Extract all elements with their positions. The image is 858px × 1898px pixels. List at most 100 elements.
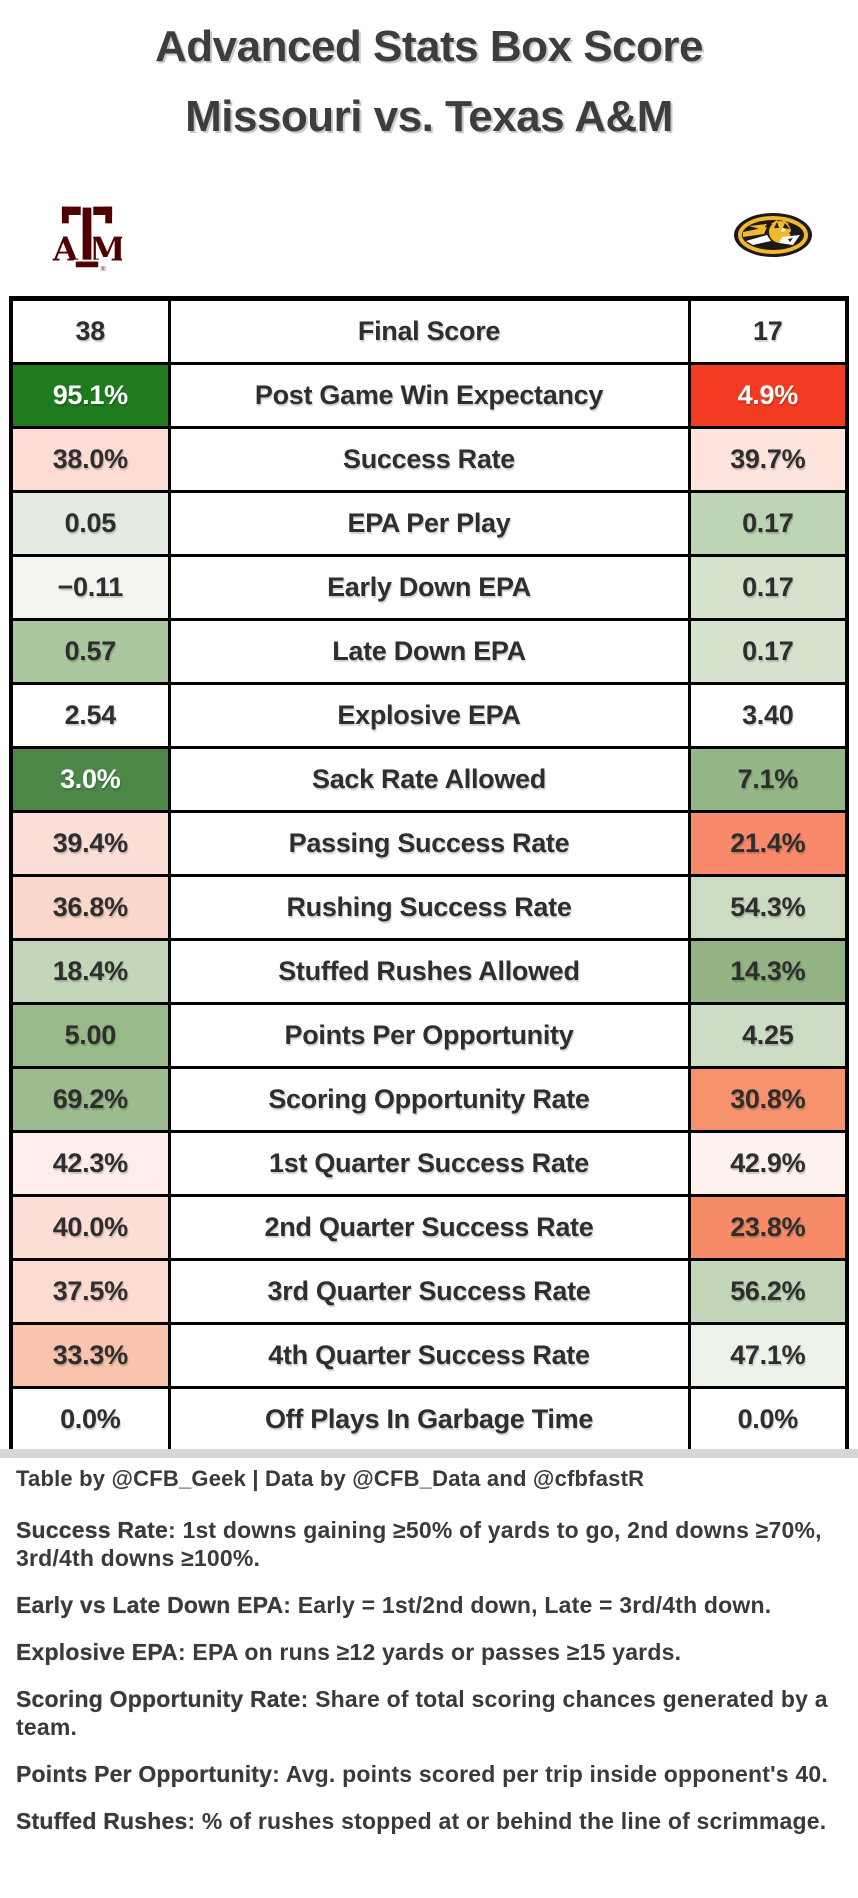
table-row: 0.0% Off Plays In Garbage Time 0.0%: [9, 1386, 849, 1454]
definition-text: : Early = 1st/2nd down, Late = 3rd/4th d…: [283, 1592, 772, 1619]
table-row: 2.54 Explosive EPA 3.40: [9, 682, 849, 749]
table-row: 3.0% Sack Rate Allowed 7.1%: [9, 746, 849, 813]
home-value-cell: 42.9%: [687, 1130, 849, 1197]
definition-term: Success Rate: [16, 1517, 168, 1543]
missouri-tiger-logo: [734, 213, 812, 257]
definition-term: Stuffed Rushes: [16, 1808, 188, 1835]
away-value-cell: 33.3%: [9, 1322, 171, 1389]
home-value-cell: 0.17: [687, 618, 849, 685]
definition-text: : Share of total scoring chances generat…: [16, 1686, 828, 1741]
table-row: 40.0% 2nd Quarter Success Rate 23.8%: [9, 1194, 849, 1261]
table-row: 69.2% Scoring Opportunity Rate 30.8%: [9, 1066, 849, 1133]
stat-label-cell: Off Plays In Garbage Time: [167, 1386, 691, 1454]
away-value-cell: 39.4%: [9, 810, 171, 877]
stat-label-cell: 3rd Quarter Success Rate: [167, 1258, 691, 1325]
table-row: −0.11 Early Down EPA 0.17: [9, 554, 849, 621]
away-value-cell: 3.0%: [9, 746, 171, 813]
away-value-cell: 2.54: [9, 682, 171, 749]
away-value-cell: 5.00: [9, 1002, 171, 1069]
home-value-cell: 56.2%: [687, 1258, 849, 1325]
definition-text: : EPA on runs ≥12 yards or passes ≥15 ya…: [177, 1639, 682, 1666]
home-value-cell: 0.0%: [687, 1386, 849, 1454]
home-value-cell: 4.25: [687, 1002, 849, 1069]
stat-definition: Explosive EPA: EPA on runs ≥12 yards or …: [16, 1638, 828, 1666]
page-title-line1: Advanced Stats Box Score: [155, 22, 703, 71]
stat-label-cell: Success Rate: [167, 426, 691, 493]
away-value-cell: 38: [9, 297, 171, 365]
stat-definition: Early vs Late Down EPA: Early = 1st/2nd …: [16, 1591, 828, 1619]
home-value-cell: 21.4%: [687, 810, 849, 877]
away-value-cell: 0.0%: [9, 1386, 171, 1454]
home-value-cell: 3.40: [687, 682, 849, 749]
away-value-cell: 42.3%: [9, 1130, 171, 1197]
stat-definitions: Success Rate: 1st downs gaining ≥50% of …: [16, 1516, 828, 1835]
home-value-cell: 39.7%: [687, 426, 849, 493]
tiger-face: [743, 220, 800, 245]
definition-text: : % of rushes stopped at or behind the l…: [187, 1808, 827, 1835]
away-value-cell: 0.05: [9, 490, 171, 557]
stat-label-cell: Post Game Win Expectancy: [167, 362, 691, 429]
home-value-cell: 4.9%: [687, 362, 849, 429]
away-value-cell: 0.57: [9, 618, 171, 685]
table-row: 38.0% Success Rate 39.7%: [9, 426, 849, 493]
stats-table-body: 38 Final Score 17 95.1% Post Game Win Expect…: [9, 297, 849, 1454]
table-row: 5.00 Points Per Opportunity 4.25: [9, 1002, 849, 1069]
stat-label-cell: Scoring Opportunity Rate: [167, 1066, 691, 1133]
away-value-cell: 40.0%: [9, 1194, 171, 1261]
definition-term: Points Per Opportunity: [16, 1761, 273, 1788]
home-value-cell: 54.3%: [687, 874, 849, 941]
stat-label-cell: Points Per Opportunity: [167, 1002, 691, 1069]
definition-text: : Avg. points scored per trip inside opp…: [272, 1761, 828, 1788]
page-title-line2: Missouri vs. Texas A&M: [185, 92, 673, 141]
stat-definition: Points Per Opportunity: Avg. points scor…: [16, 1760, 828, 1788]
definition-text: : 1st downs gaining ≥50% of yards to go,…: [16, 1517, 822, 1572]
home-value-cell: 0.17: [687, 490, 849, 557]
home-value-cell: 30.8%: [687, 1066, 849, 1133]
stat-definition: Scoring Opportunity Rate: Share of total…: [16, 1685, 828, 1741]
away-value-cell: 38.0%: [9, 426, 171, 493]
away-value-cell: 69.2%: [9, 1066, 171, 1133]
table-row: 39.4% Passing Success Rate 21.4%: [9, 810, 849, 877]
table-row: 33.3% 4th Quarter Success Rate 47.1%: [9, 1322, 849, 1389]
table-bottom-divider: [0, 1449, 858, 1458]
table-row: 37.5% 3rd Quarter Success Rate 56.2%: [9, 1258, 849, 1325]
table-row: 36.8% Rushing Success Rate 54.3%: [9, 874, 849, 941]
definition-term: Scoring Opportunity Rate: [16, 1686, 301, 1713]
stat-definition: Stuffed Rushes: % of rushes stopped at o…: [16, 1807, 828, 1835]
stat-label-cell: Rushing Success Rate: [167, 874, 691, 941]
definition-term: Early vs Late Down EPA: [16, 1592, 284, 1619]
stat-label-cell: Passing Success Rate: [167, 810, 691, 877]
footer: Table by @CFB_Geek | Data by @CFB_Data a…: [16, 1466, 828, 1854]
stat-label-cell: Final Score: [167, 297, 691, 365]
stat-definition: Success Rate: 1st downs gaining ≥50% of …: [16, 1516, 828, 1572]
table-row: 18.4% Stuffed Rushes Allowed 14.3%: [9, 938, 849, 1005]
home-value-cell: 17: [687, 297, 849, 365]
table-row: 38 Final Score 17: [9, 297, 849, 365]
home-value-cell: 14.3%: [687, 938, 849, 1005]
stat-label-cell: 2nd Quarter Success Rate: [167, 1194, 691, 1261]
home-value-cell: 7.1%: [687, 746, 849, 813]
table-row: 95.1% Post Game Win Expectancy 4.9%: [9, 362, 849, 429]
stat-label-cell: 1st Quarter Success Rate: [167, 1130, 691, 1197]
stat-label-cell: Stuffed Rushes Allowed: [167, 938, 691, 1005]
table-row: 0.57 Late Down EPA 0.17: [9, 618, 849, 685]
away-value-cell: 36.8%: [9, 874, 171, 941]
away-value-cell: 37.5%: [9, 1258, 171, 1325]
stat-label-cell: EPA Per Play: [167, 490, 691, 557]
credit-line: Table by @CFB_Geek | Data by @CFB_Data a…: [16, 1466, 645, 1491]
table-row: 0.05 EPA Per Play 0.17: [9, 490, 849, 557]
home-value-cell: 47.1%: [687, 1322, 849, 1389]
home-value-cell: 23.8%: [687, 1194, 849, 1261]
stat-label-cell: Late Down EPA: [167, 618, 691, 685]
table-row: 42.3% 1st Quarter Success Rate 42.9%: [9, 1130, 849, 1197]
stats-table: 38 Final Score 17 95.1% Post Game Win Expect…: [9, 296, 849, 1454]
away-value-cell: 18.4%: [9, 938, 171, 1005]
away-value-cell: −0.11: [9, 554, 171, 621]
stat-label-cell: Explosive EPA: [167, 682, 691, 749]
stat-label-cell: Sack Rate Allowed: [167, 746, 691, 813]
texas-am-logo: A M ®: [52, 205, 122, 272]
stat-label-cell: Early Down EPA: [167, 554, 691, 621]
home-value-cell: 0.17: [687, 554, 849, 621]
stat-label-cell: 4th Quarter Success Rate: [167, 1322, 691, 1389]
